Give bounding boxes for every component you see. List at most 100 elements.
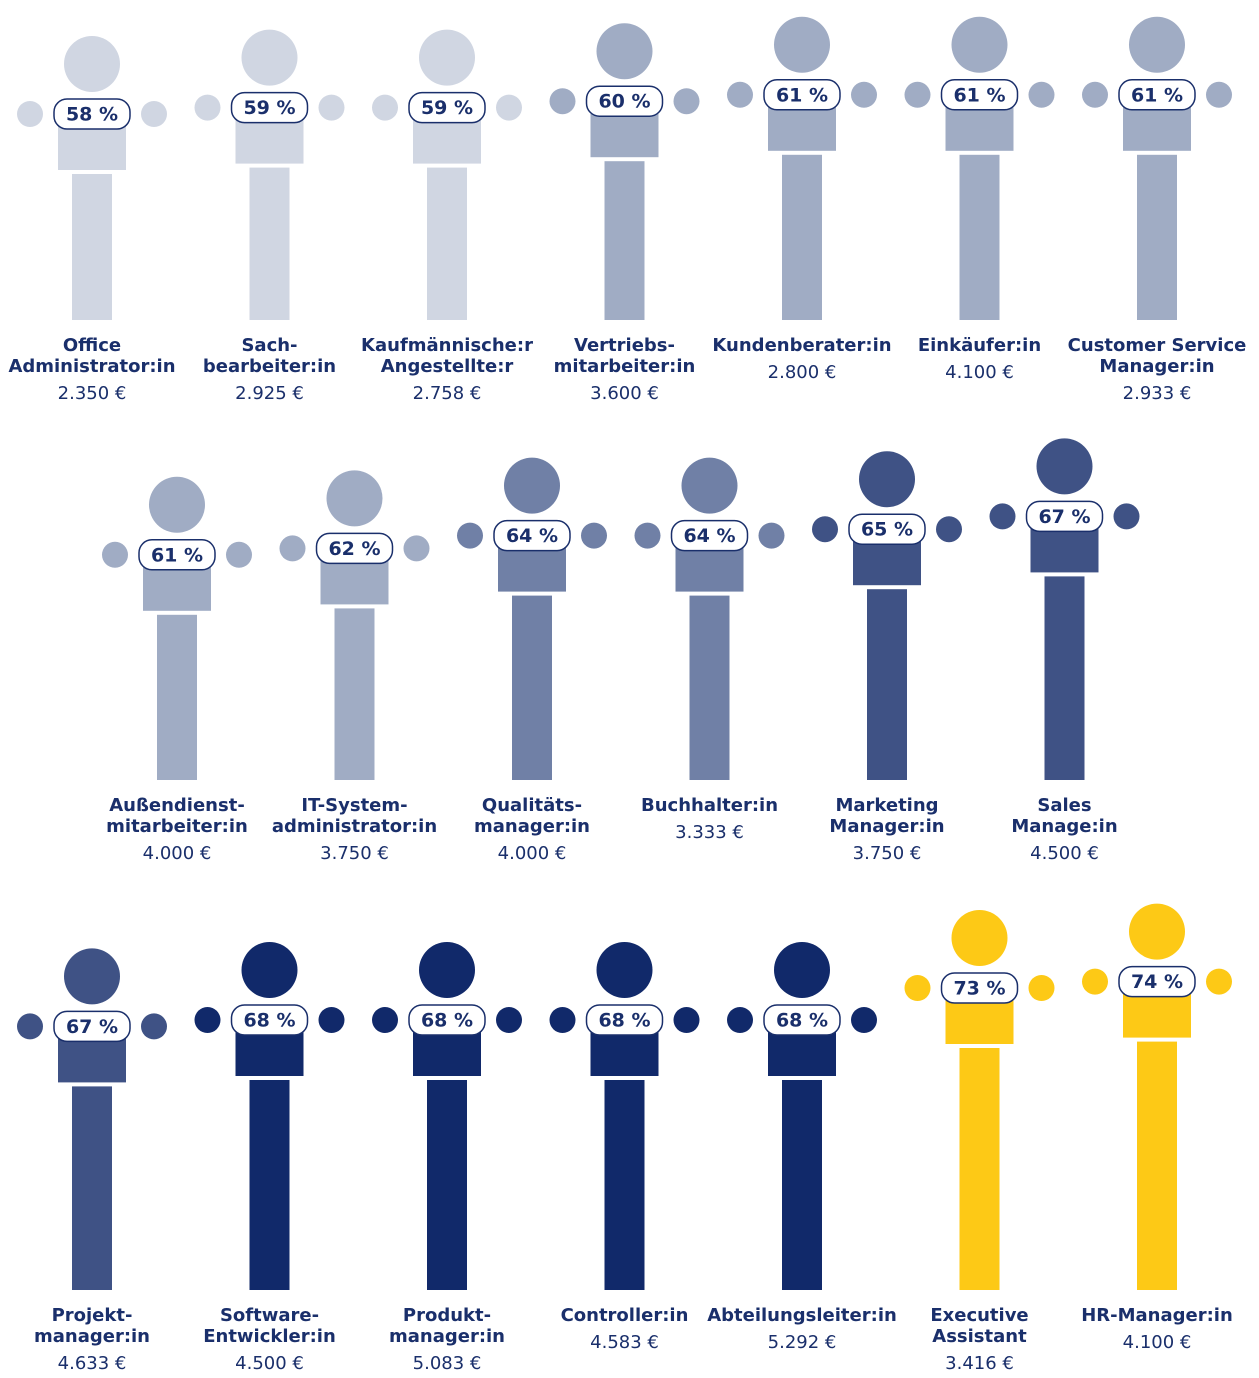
figure-head <box>596 942 653 998</box>
figure-hand <box>1082 968 1108 995</box>
figure-legs <box>427 1080 467 1290</box>
figure-hand <box>758 522 785 549</box>
percent-label: 73 % <box>953 978 1005 1000</box>
percent-label: 61 % <box>151 544 203 566</box>
figure-head <box>504 457 560 514</box>
figure-hand <box>372 94 398 121</box>
category-label: mitarbeiter:in <box>106 816 248 837</box>
category-label: manager:in <box>474 816 590 837</box>
percent-pill <box>940 972 1019 1004</box>
category-label: Buchhalter:in <box>641 795 778 816</box>
figure-legs <box>867 589 907 780</box>
percent-label: 74 % <box>1131 971 1183 993</box>
salary-label: 3.600 € <box>590 383 659 404</box>
figure-hand <box>581 522 607 549</box>
figure-hand <box>1082 81 1108 108</box>
category-label: Einkäufer:in <box>918 335 1041 356</box>
figure-hand <box>194 1007 221 1033</box>
salary-label: 4.633 € <box>58 1353 127 1374</box>
percent-pill <box>763 1004 841 1036</box>
figure-hand <box>851 81 877 108</box>
figure-hand <box>851 1007 877 1033</box>
salary-label: 5.292 € <box>768 1332 837 1353</box>
figure-hand <box>989 503 1016 530</box>
percent-label: 59 % <box>421 97 473 119</box>
figure-hand <box>226 541 252 568</box>
figure-legs <box>604 1080 645 1290</box>
salary-label: 2.350 € <box>58 383 127 404</box>
percent-label: 68 % <box>598 1010 650 1032</box>
percent-pill <box>1118 965 1196 998</box>
figure-legs <box>249 1080 290 1290</box>
percent-label: 67 % <box>66 1016 118 1038</box>
figure-legs <box>689 595 730 780</box>
salary-label: 2.758 € <box>413 383 482 404</box>
salary-label: 4.100 € <box>1123 1332 1192 1353</box>
percent-label: 58 % <box>66 104 118 126</box>
category-label: manager:in <box>34 1326 150 1347</box>
percent-label: 68 % <box>776 1010 828 1032</box>
category-label: Projekt- <box>52 1305 133 1326</box>
figure-hand <box>496 1007 522 1033</box>
figure-head <box>1129 16 1185 73</box>
percent-label: 59 % <box>243 97 295 119</box>
percent-label: 68 % <box>421 1010 473 1032</box>
figure-legs <box>1137 1041 1177 1290</box>
figure-head <box>951 910 1008 966</box>
figure-head <box>596 23 653 80</box>
percent-label: 60 % <box>598 91 650 113</box>
category-label: Produkt- <box>403 1305 491 1326</box>
category-label: Kundenberater:in <box>712 335 891 356</box>
figure-legs <box>1044 576 1085 780</box>
percent-pill <box>53 1010 131 1043</box>
percent-label: 68 % <box>243 1010 295 1032</box>
figure-head <box>774 16 830 73</box>
figure-hand <box>904 975 931 1001</box>
category-label: administrator:in <box>272 816 437 837</box>
figure-head <box>1129 903 1185 960</box>
salary-label: 3.750 € <box>853 843 922 864</box>
figure-hand <box>634 522 661 549</box>
category-label: Manager:in <box>829 816 944 837</box>
category-label: Sach- <box>241 335 297 356</box>
percent-pill <box>493 519 571 552</box>
figure-legs <box>249 167 290 320</box>
percent-label: 65 % <box>861 519 913 541</box>
category-label: Manage:in <box>1011 816 1117 837</box>
percent-pill <box>408 1004 486 1036</box>
figure-hand <box>194 94 221 121</box>
figure-hand <box>673 88 700 115</box>
figure-head <box>419 29 475 86</box>
figure-hand <box>318 1007 345 1033</box>
category-label: Vertriebs- <box>574 335 675 356</box>
figure-head <box>419 942 475 998</box>
salary-label: 3.416 € <box>945 1353 1014 1374</box>
percent-label: 64 % <box>506 525 558 547</box>
salary-label: 4.500 € <box>235 1353 304 1374</box>
percent-label: 61 % <box>953 84 1005 106</box>
figure-head <box>241 29 298 86</box>
figure-hand <box>727 81 753 108</box>
figure-legs <box>427 167 467 320</box>
category-label: bearbeiter:in <box>203 356 336 377</box>
figure-head <box>149 476 205 533</box>
salary-label: 4.500 € <box>1030 843 1099 864</box>
figure-legs <box>782 1080 822 1290</box>
figure-legs <box>782 154 822 320</box>
figure-legs <box>959 1048 1000 1290</box>
category-label: Marketing <box>835 795 938 816</box>
percent-label: 64 % <box>683 525 735 547</box>
figure-legs <box>604 161 645 320</box>
figure-head <box>951 16 1008 73</box>
percent-label: 67 % <box>1038 506 1090 528</box>
category-label: HR-Manager:in <box>1081 1305 1233 1326</box>
salary-label: 4.583 € <box>590 1332 659 1353</box>
salary-label: 2.800 € <box>768 362 837 383</box>
figure-head <box>1036 438 1093 495</box>
percent-pill <box>585 1004 664 1036</box>
category-label: Assistant <box>932 1326 1027 1347</box>
category-label: Qualitäts- <box>482 795 582 816</box>
percent-pill <box>315 532 394 565</box>
category-label: IT-System- <box>301 795 407 816</box>
